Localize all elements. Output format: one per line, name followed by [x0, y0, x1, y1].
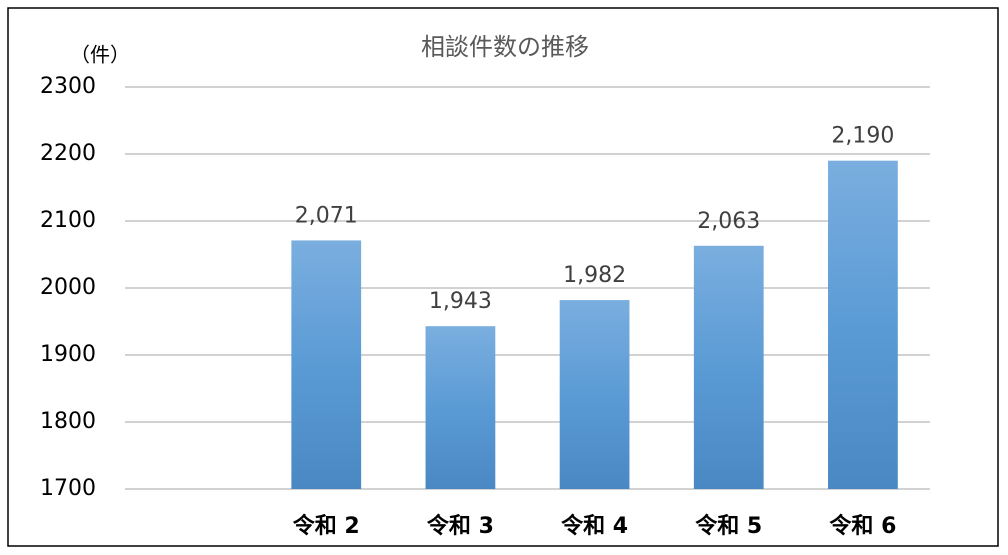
- x-tick-label: 令和 4: [561, 513, 628, 539]
- value-label: 2,063: [697, 209, 760, 234]
- bar: [425, 326, 496, 489]
- y-tick-label: 2000: [40, 275, 96, 300]
- y-tick-label: 2200: [40, 141, 96, 166]
- value-label: 2,071: [295, 203, 358, 228]
- y-tick-label: 1700: [40, 476, 96, 501]
- bar: [559, 300, 630, 489]
- y-tick-label: 2300: [40, 74, 96, 99]
- bar: [828, 160, 898, 489]
- y-tick-label: 1800: [40, 409, 96, 434]
- x-tick-label: 令和 2: [293, 513, 360, 539]
- x-tick-label: 令和 5: [695, 513, 762, 539]
- y-axis-label: （件）: [70, 43, 130, 67]
- y-tick-label: 2100: [40, 208, 96, 233]
- chart-title: 相談件数の推移: [421, 33, 589, 61]
- y-tick-label: 1900: [40, 342, 96, 367]
- x-tick-label: 令和 3: [427, 513, 494, 539]
- value-label: 2,190: [831, 124, 894, 149]
- x-tick-label: 令和 6: [829, 513, 896, 539]
- value-label: 1,982: [563, 263, 626, 288]
- bar: [693, 245, 764, 489]
- bar: [291, 240, 362, 489]
- value-label: 1,943: [429, 289, 492, 314]
